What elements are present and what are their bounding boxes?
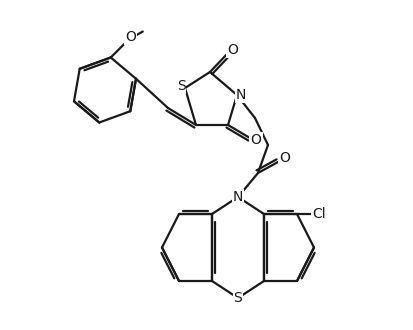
Text: O: O xyxy=(280,151,290,165)
Text: O: O xyxy=(251,133,261,147)
Text: N: N xyxy=(233,190,243,204)
Text: S: S xyxy=(234,291,242,305)
Text: O: O xyxy=(125,29,136,44)
Text: Cl: Cl xyxy=(312,207,326,221)
Text: N: N xyxy=(236,88,246,102)
Text: O: O xyxy=(228,43,238,57)
Text: S: S xyxy=(177,79,185,93)
